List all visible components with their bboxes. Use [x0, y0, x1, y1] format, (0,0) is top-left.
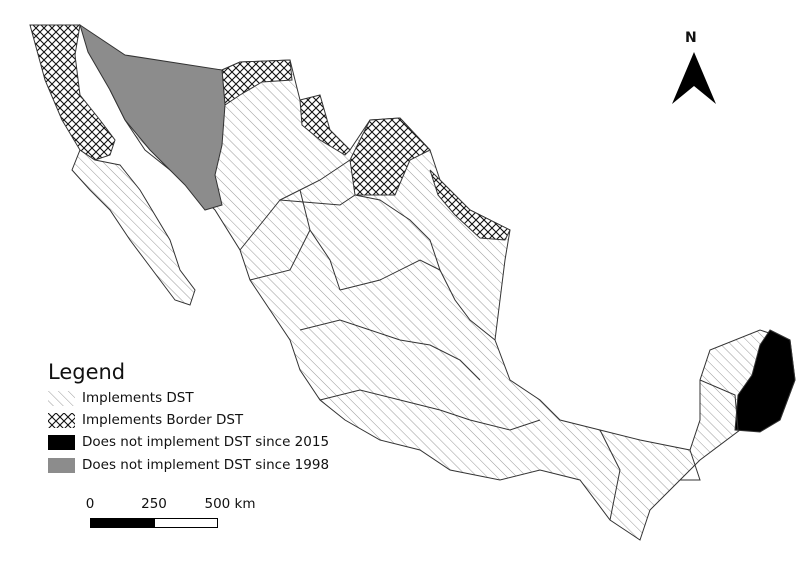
legend-item-no-dst-2015: Does not implement DST since 2015	[48, 432, 329, 452]
legend-label: Implements DST	[82, 390, 194, 406]
sonora-no-dst-1998	[79, 23, 226, 211]
legend-label: Does not implement DST since 2015	[82, 434, 330, 450]
black-swatch	[48, 434, 75, 450]
border-dst-baja-north	[29, 24, 116, 161]
legend-label: Does not implement DST since 1998	[82, 457, 330, 473]
border-dst-nuevo-leon	[349, 117, 431, 196]
legend-title: Legend	[48, 360, 126, 384]
legend-label: Implements Border DST	[82, 412, 244, 428]
border-dst-coahuila	[299, 94, 351, 156]
scale-label-250: 250	[141, 496, 167, 512]
legend-item-implements-dst: Implements DST	[48, 388, 194, 408]
legend-item-no-dst-1998: Does not implement DST since 1998	[48, 455, 329, 475]
gray-swatch	[48, 457, 75, 473]
scale-label-0: 0	[85, 496, 95, 512]
crosshatch-swatch-icon	[48, 412, 75, 428]
north-arrow-icon	[672, 52, 716, 104]
north-label: N	[685, 30, 697, 46]
baja-california-implements-dst	[71, 149, 196, 306]
border-dst-chihuahua	[221, 59, 293, 106]
state-borders	[239, 159, 739, 521]
border-dst-tamaulipas	[429, 169, 511, 241]
scale-label-500: 500 km	[204, 496, 256, 512]
diagonal-hatch-swatch-icon	[48, 390, 75, 406]
scale-bar-segment-black	[90, 518, 154, 528]
quintana-roo-no-dst-2015	[734, 329, 796, 433]
legend-item-border-dst: Implements Border DST	[48, 410, 243, 430]
scale-bar-segment-white	[154, 518, 218, 528]
